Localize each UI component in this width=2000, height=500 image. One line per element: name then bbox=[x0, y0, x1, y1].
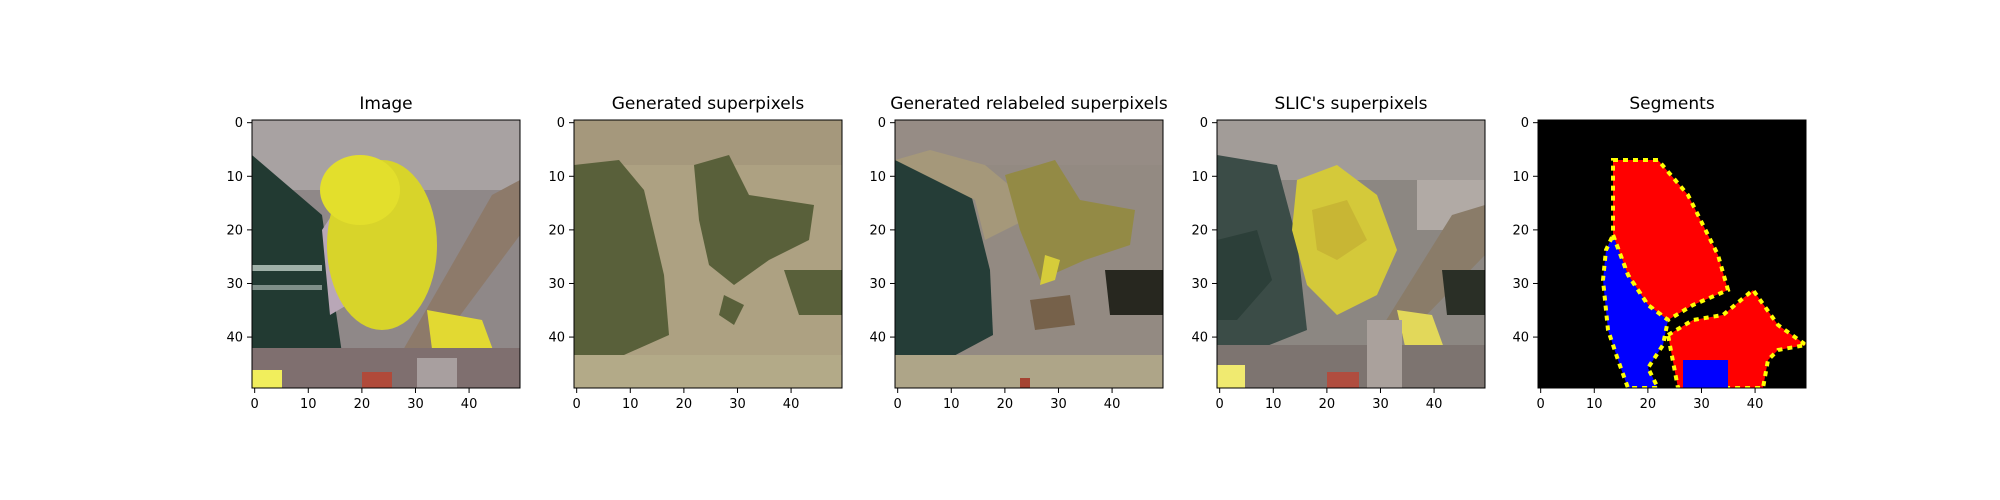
y-tick-label: 40 bbox=[1512, 331, 1529, 346]
panel-generated-superpixels: Generated superpixels 0 10 20 30 40 0 10 20 30 4… bbox=[548, 94, 843, 412]
y-tick-label: 20 bbox=[548, 223, 565, 238]
x-tick-label: 30 bbox=[729, 397, 746, 412]
y-axis: 0 10 20 30 40 bbox=[1512, 116, 1538, 346]
y-tick-label: 0 bbox=[235, 116, 243, 131]
x-axis: 0 10 20 30 40 bbox=[251, 388, 478, 412]
x-axis: 0 10 20 30 40 bbox=[1216, 388, 1443, 412]
panel-image: Image 0 10 20 30 40 0 10 20 30 40 bbox=[226, 94, 521, 412]
segment-blue bbox=[1600, 229, 1671, 388]
x-tick-label: 30 bbox=[1050, 397, 1067, 412]
y-tick-label: 20 bbox=[1191, 223, 1208, 238]
y-tick-label: 30 bbox=[1191, 277, 1208, 292]
panel-segments: Segments 0 10 20 30 40 0 10 20 30 40 bbox=[1512, 94, 1807, 412]
y-tick-label: 40 bbox=[1191, 331, 1208, 346]
y-tick-label: 20 bbox=[869, 223, 886, 238]
axes-frame bbox=[573, 119, 843, 389]
image-content bbox=[1217, 120, 1485, 388]
x-tick-label: 10 bbox=[300, 397, 317, 412]
x-tick-label: 40 bbox=[1747, 397, 1764, 412]
x-tick-label: 0 bbox=[1216, 397, 1224, 412]
y-tick-label: 10 bbox=[548, 170, 565, 185]
panel-title: Segments bbox=[1629, 94, 1715, 114]
axes-frame bbox=[251, 119, 521, 389]
panel-title: Generated superpixels bbox=[612, 94, 805, 114]
y-axis: 0 10 20 30 40 bbox=[548, 116, 574, 346]
y-axis: 0 10 20 30 40 bbox=[869, 116, 895, 346]
panel-title: Image bbox=[359, 94, 412, 114]
y-tick-label: 40 bbox=[869, 331, 886, 346]
x-tick-label: 0 bbox=[251, 397, 259, 412]
x-tick-label: 30 bbox=[407, 397, 424, 412]
y-tick-label: 0 bbox=[557, 116, 565, 131]
axes-frame bbox=[894, 119, 1164, 389]
x-tick-label: 40 bbox=[1104, 397, 1121, 412]
x-tick-label: 10 bbox=[1265, 397, 1282, 412]
x-tick-label: 30 bbox=[1372, 397, 1389, 412]
y-tick-label: 30 bbox=[1512, 277, 1529, 292]
y-tick-label: 40 bbox=[548, 331, 565, 346]
image-content bbox=[252, 120, 520, 388]
panel-slic-superpixels: SLIC's superpixels 0 10 20 30 40 0 10 20 30 40 bbox=[1191, 94, 1486, 412]
y-tick-label: 30 bbox=[226, 277, 243, 292]
x-tick-label: 30 bbox=[1693, 397, 1710, 412]
image-content bbox=[895, 120, 1163, 388]
panel-title: Generated relabeled superpixels bbox=[890, 94, 1168, 114]
y-tick-label: 20 bbox=[226, 223, 243, 238]
panel-title: SLIC's superpixels bbox=[1274, 94, 1427, 114]
x-tick-label: 20 bbox=[1640, 397, 1657, 412]
x-tick-label: 40 bbox=[461, 397, 478, 412]
x-tick-label: 10 bbox=[622, 397, 639, 412]
y-tick-label: 10 bbox=[1512, 170, 1529, 185]
y-tick-label: 10 bbox=[869, 170, 886, 185]
x-tick-label: 0 bbox=[573, 397, 581, 412]
y-tick-label: 20 bbox=[1512, 223, 1529, 238]
y-tick-label: 10 bbox=[1191, 170, 1208, 185]
segment-red-upper bbox=[1611, 158, 1731, 323]
x-tick-label: 10 bbox=[1586, 397, 1603, 412]
y-tick-label: 0 bbox=[1521, 116, 1529, 131]
x-axis: 0 10 20 30 40 bbox=[894, 388, 1121, 412]
x-tick-label: 40 bbox=[1426, 397, 1443, 412]
x-axis: 0 10 20 30 40 bbox=[1537, 388, 1764, 412]
y-tick-label: 40 bbox=[226, 331, 243, 346]
x-axis: 0 10 20 30 40 bbox=[573, 388, 800, 412]
x-tick-label: 0 bbox=[1537, 397, 1545, 412]
axes-frame bbox=[1216, 119, 1486, 389]
x-tick-label: 0 bbox=[894, 397, 902, 412]
y-tick-label: 0 bbox=[878, 116, 886, 131]
y-axis: 0 10 20 30 40 bbox=[1191, 116, 1217, 346]
x-tick-label: 10 bbox=[943, 397, 960, 412]
x-tick-label: 40 bbox=[783, 397, 800, 412]
x-tick-label: 20 bbox=[997, 397, 1014, 412]
axes-frame bbox=[1537, 119, 1807, 389]
y-axis: 0 10 20 30 40 bbox=[226, 116, 252, 346]
x-tick-label: 20 bbox=[1319, 397, 1336, 412]
y-tick-label: 0 bbox=[1200, 116, 1208, 131]
image-content bbox=[574, 120, 842, 388]
y-tick-label: 30 bbox=[548, 277, 565, 292]
panel-relabeled-superpixels: Generated relabeled superpixels 0 10 20 30 4… bbox=[869, 94, 1167, 412]
x-tick-label: 20 bbox=[354, 397, 371, 412]
y-tick-label: 30 bbox=[869, 277, 886, 292]
image-content bbox=[1538, 120, 1806, 388]
y-tick-label: 10 bbox=[226, 170, 243, 185]
x-tick-label: 20 bbox=[676, 397, 693, 412]
